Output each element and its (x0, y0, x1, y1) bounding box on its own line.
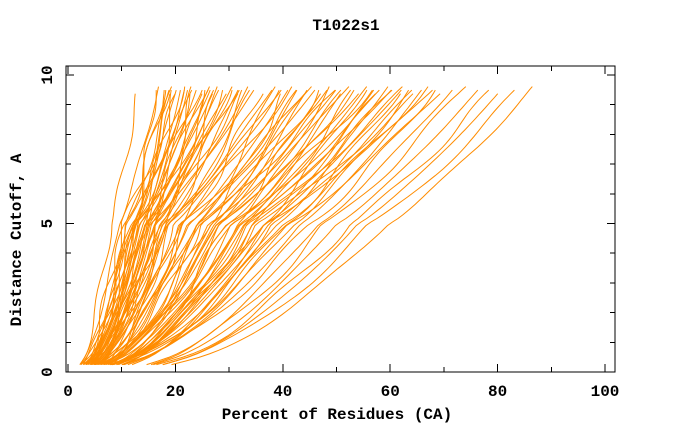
model-curve (121, 89, 436, 366)
x-axis-label: Percent of Residues (CA) (222, 406, 452, 424)
model-curve (105, 89, 282, 365)
y-axis-label: Distance Cutoff, A (8, 153, 26, 326)
model-curve (124, 89, 392, 366)
model-curve (112, 89, 410, 366)
model-curve (153, 89, 479, 366)
model-curve (113, 93, 359, 366)
model-curve (123, 93, 441, 366)
x-tick-label: 20 (166, 383, 185, 401)
model-curve (89, 93, 213, 365)
model-curve (102, 89, 316, 366)
model-curve (94, 89, 240, 365)
model-curve (111, 89, 375, 366)
model-curve (98, 89, 336, 366)
chart-title: T1022s1 (312, 17, 379, 35)
model-curve (93, 89, 255, 365)
model-curve (98, 89, 280, 366)
model-curve (104, 89, 342, 366)
model-curve (150, 86, 467, 366)
model-curve (121, 93, 414, 366)
model-curve (90, 89, 220, 365)
model-curve (162, 89, 515, 366)
model-curve (85, 89, 193, 365)
model-curve (90, 89, 239, 366)
model-curve (127, 89, 413, 366)
model-curve (117, 86, 350, 366)
model-curve (95, 89, 273, 365)
x-tick-label: 100 (591, 383, 620, 401)
model-curve (146, 89, 453, 366)
y-tick-label: 0 (39, 367, 57, 377)
x-tick-label: 0 (63, 383, 73, 401)
model-curve (116, 89, 380, 366)
model-curve (112, 86, 389, 366)
model-curve (107, 93, 306, 366)
model-curve (87, 89, 197, 365)
axes-frame (65, 65, 616, 373)
model-curve (91, 86, 249, 365)
model-curve (171, 86, 533, 366)
model-curve (131, 89, 433, 366)
model-curve (98, 93, 239, 365)
model-curve (98, 89, 250, 365)
x-tick-label: 40 (273, 383, 292, 401)
gdt-curves (79, 86, 533, 366)
model-curve (90, 86, 173, 365)
model-curve (85, 93, 176, 365)
model-curve (108, 93, 322, 366)
model-curve (156, 89, 490, 366)
plot-border (65, 65, 616, 373)
tick-labels: 0 20 40 60 80 100 0 5 10 (39, 65, 619, 401)
model-curve (101, 89, 328, 366)
x-tick-label: 60 (381, 383, 400, 401)
model-curve (106, 93, 264, 366)
y-tick-label: 10 (39, 65, 57, 84)
model-curve (79, 93, 136, 365)
x-tick-label: 80 (488, 383, 507, 401)
y-tick-label: 5 (39, 219, 57, 229)
model-curve (90, 90, 181, 365)
model-curve (162, 93, 499, 366)
model-curve (118, 89, 373, 366)
model-curve (122, 89, 422, 366)
model-curve (105, 86, 368, 366)
model-curve (111, 89, 393, 366)
model-curve (80, 86, 186, 365)
model-curve (123, 86, 403, 366)
model-curve (112, 86, 293, 365)
model-curve (100, 89, 298, 366)
